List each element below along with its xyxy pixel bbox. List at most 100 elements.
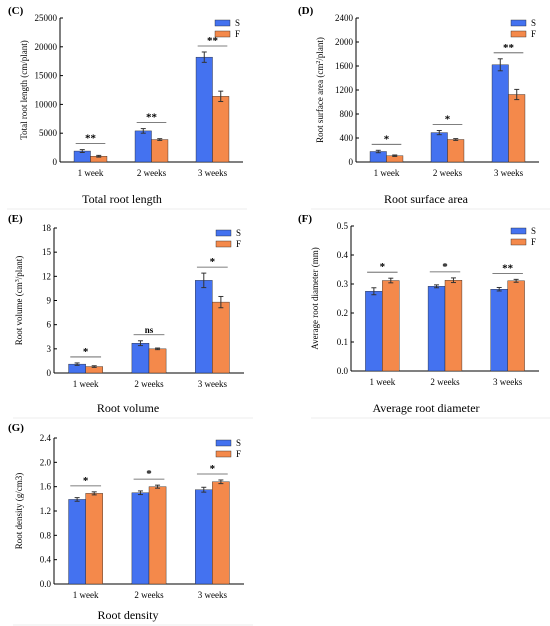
x-tick-label: 2 weeks [137,168,167,178]
x-tick-label: 1 week [73,590,99,600]
legend-label: F [236,449,241,459]
y-tick-label: 2400 [335,13,354,23]
y-tick-label: 800 [340,109,354,119]
y-tick-label: 1.2 [40,506,51,516]
bar-s [68,499,86,585]
chart-title: Average root diameter [372,401,479,415]
legend-label: S [235,18,240,28]
y-tick-label: 0.5 [337,221,349,231]
x-tick-label: 2 weeks [430,377,460,387]
x-tick-label: 3 weeks [494,168,524,178]
bar-f [447,139,465,163]
y-tick-label: 0.2 [337,308,348,318]
y-tick-label: 0.0 [40,579,52,589]
legend-swatch-f [215,240,232,248]
y-tick-label: 15 [42,247,52,257]
legend-label: S [236,438,241,448]
bar-s [131,492,150,585]
y-tick-label: 1200 [335,85,354,95]
significance-label: * [83,346,89,358]
y-tick-label: 0.8 [40,530,52,540]
bar-s [427,286,446,372]
chart-title: Root volume [97,401,159,415]
bar-f [148,348,167,374]
significance-label: ** [207,35,219,47]
y-tick-label: 3 [47,344,52,354]
bar-f [212,96,230,163]
significance-label: ** [146,112,158,124]
chart-title: Root surface area [384,192,469,206]
y-tick-label: 2000 [335,37,354,47]
bar-f [212,481,230,585]
significance-label: * [442,261,448,273]
y-tick-label: 400 [340,133,354,143]
legend-swatch-f [510,30,527,38]
significance-label: ** [85,133,97,145]
y-tick-label: 0.1 [337,337,348,347]
x-tick-label: 1 week [78,168,104,178]
y-tick-label: 0.4 [40,555,52,565]
x-tick-label: 1 week [73,379,99,389]
legend-label: F [235,29,240,39]
bar-s [430,132,448,163]
legend-swatch-s [510,19,527,27]
chart-panel-0: (C) 0 5000 10000 15000 20000 25000 Total root l… [7,5,247,210]
legend-label: S [236,228,241,238]
x-tick-label: 2 weeks [134,379,164,389]
y-tick-label: 1.6 [40,482,52,492]
significance-label: * [146,468,152,480]
legend-label: F [531,237,536,247]
x-tick-label: 3 weeks [198,168,228,178]
y-tick-label: 0.4 [337,250,349,260]
y-tick-label: 25000 [35,13,58,23]
y-tick-label: 15000 [35,71,58,81]
y-tick-label: 20000 [35,42,58,52]
y-tick-label: 10000 [35,99,58,109]
y-axis-label: Root density (g/cm3) [14,473,24,550]
bar-f [148,486,167,585]
y-tick-label: 12 [42,271,51,281]
chart-panel-2: (E) 0 3 6 9 12 15 18 Root volume (cm3/plant) 1 we… [8,213,253,419]
y-tick-label: 0.3 [337,279,349,289]
bar-s [195,56,213,163]
y-tick-label: 1600 [335,61,354,71]
significance-label: * [384,133,390,145]
x-tick-label: 3 weeks [198,379,228,389]
bar-s [365,291,383,372]
y-axis-label: Root surface area (cm2/plant) [315,37,325,143]
legend-swatch-s [214,19,231,27]
panel-label: (E) [8,213,23,225]
y-axis-label: Average root diameter (mm) [310,247,320,350]
y-tick-label: 2.0 [40,457,52,467]
chart-panel-1: (D) 0 400 800 1200 1600 2000 2400 Root surface a… [298,5,550,210]
y-tick-label: 0.0 [337,366,349,376]
chart-panel-3: (F) 0.0 0.1 0.2 0.3 0.4 0.5 Average root diamet… [298,213,550,419]
bar-f [444,280,463,372]
y-tick-label: 0 [349,157,354,167]
y-axis-label: Root volume (cm3/plant) [14,256,24,346]
legend-swatch-f [215,450,232,458]
bar-f [507,280,525,372]
x-tick-label: 3 weeks [198,590,228,600]
y-tick-label: 0 [53,157,58,167]
bar-f [508,94,526,163]
significance-label: * [380,261,386,273]
y-tick-label: 5000 [39,128,58,138]
bar-s [134,130,152,163]
bar-f [382,280,400,372]
panel-label: (F) [298,213,312,225]
significance-label: ** [502,262,514,274]
significance-label: * [83,475,89,487]
panel-label: (G) [8,422,24,434]
bar-f [151,139,169,163]
panel-label: (D) [298,5,314,17]
significance-label: * [210,256,216,268]
significance-label: ns [145,325,154,335]
chart-title: Total root length [82,192,162,206]
panel-label: (C) [8,5,24,17]
y-tick-label: 18 [42,223,52,233]
bar-f [85,493,103,585]
bar-s [491,64,509,163]
x-tick-label: 2 weeks [433,168,463,178]
legend-swatch-s [215,439,232,447]
